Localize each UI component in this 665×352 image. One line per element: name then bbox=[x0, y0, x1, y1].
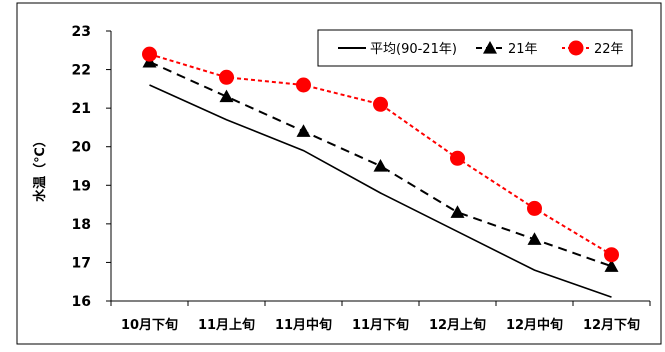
legend-label: 平均(90-21年) bbox=[370, 42, 457, 57]
x-tick-label: 10月下旬 bbox=[121, 317, 178, 333]
data-point bbox=[219, 69, 234, 85]
data-point bbox=[373, 159, 388, 172]
y-tick-label: 16 bbox=[72, 294, 91, 310]
x-tick-label: 11月下旬 bbox=[352, 317, 409, 333]
data-point bbox=[527, 232, 542, 245]
x-tick-label: 12月上旬 bbox=[429, 317, 486, 333]
data-point bbox=[296, 124, 311, 137]
data-point bbox=[219, 89, 234, 103]
data-point bbox=[604, 247, 619, 263]
series-1 bbox=[149, 84, 612, 298]
data-point bbox=[296, 77, 311, 93]
y-tick-label: 18 bbox=[72, 217, 91, 233]
chart-frame bbox=[16, 2, 662, 345]
y-axis-label: 水温（℃） bbox=[32, 134, 48, 202]
series-line bbox=[149, 53, 613, 256]
y-tick-label: 19 bbox=[72, 178, 91, 194]
y-tick-label: 22 bbox=[72, 63, 91, 79]
legend-entry: 21年 bbox=[476, 41, 538, 57]
series-2 bbox=[142, 54, 619, 272]
x-tick-label: 11月中旬 bbox=[275, 317, 332, 333]
x-tick-label: 11月上旬 bbox=[198, 317, 255, 333]
y-tick-label: 23 bbox=[72, 24, 91, 40]
series-3 bbox=[142, 46, 619, 263]
data-point bbox=[142, 46, 157, 62]
legend-entry: 22年 bbox=[562, 40, 624, 57]
legend-marker bbox=[483, 41, 497, 54]
legend-entry: 平均(90-21年) bbox=[338, 42, 457, 57]
data-point bbox=[450, 205, 465, 218]
legend-label: 22年 bbox=[594, 42, 624, 57]
x-tick-label: 12月中旬 bbox=[506, 317, 563, 333]
legend-label: 21年 bbox=[508, 42, 538, 57]
data-point bbox=[604, 259, 619, 272]
x-tick-label: 12月下旬 bbox=[583, 317, 640, 333]
legend-marker bbox=[568, 40, 584, 56]
y-tick-label: 21 bbox=[72, 101, 91, 117]
data-point bbox=[373, 96, 388, 112]
y-tick-label: 20 bbox=[72, 140, 92, 156]
data-point bbox=[527, 200, 542, 216]
y-tick-label: 17 bbox=[72, 255, 91, 271]
data-point bbox=[450, 150, 465, 166]
series-line bbox=[149, 84, 612, 298]
